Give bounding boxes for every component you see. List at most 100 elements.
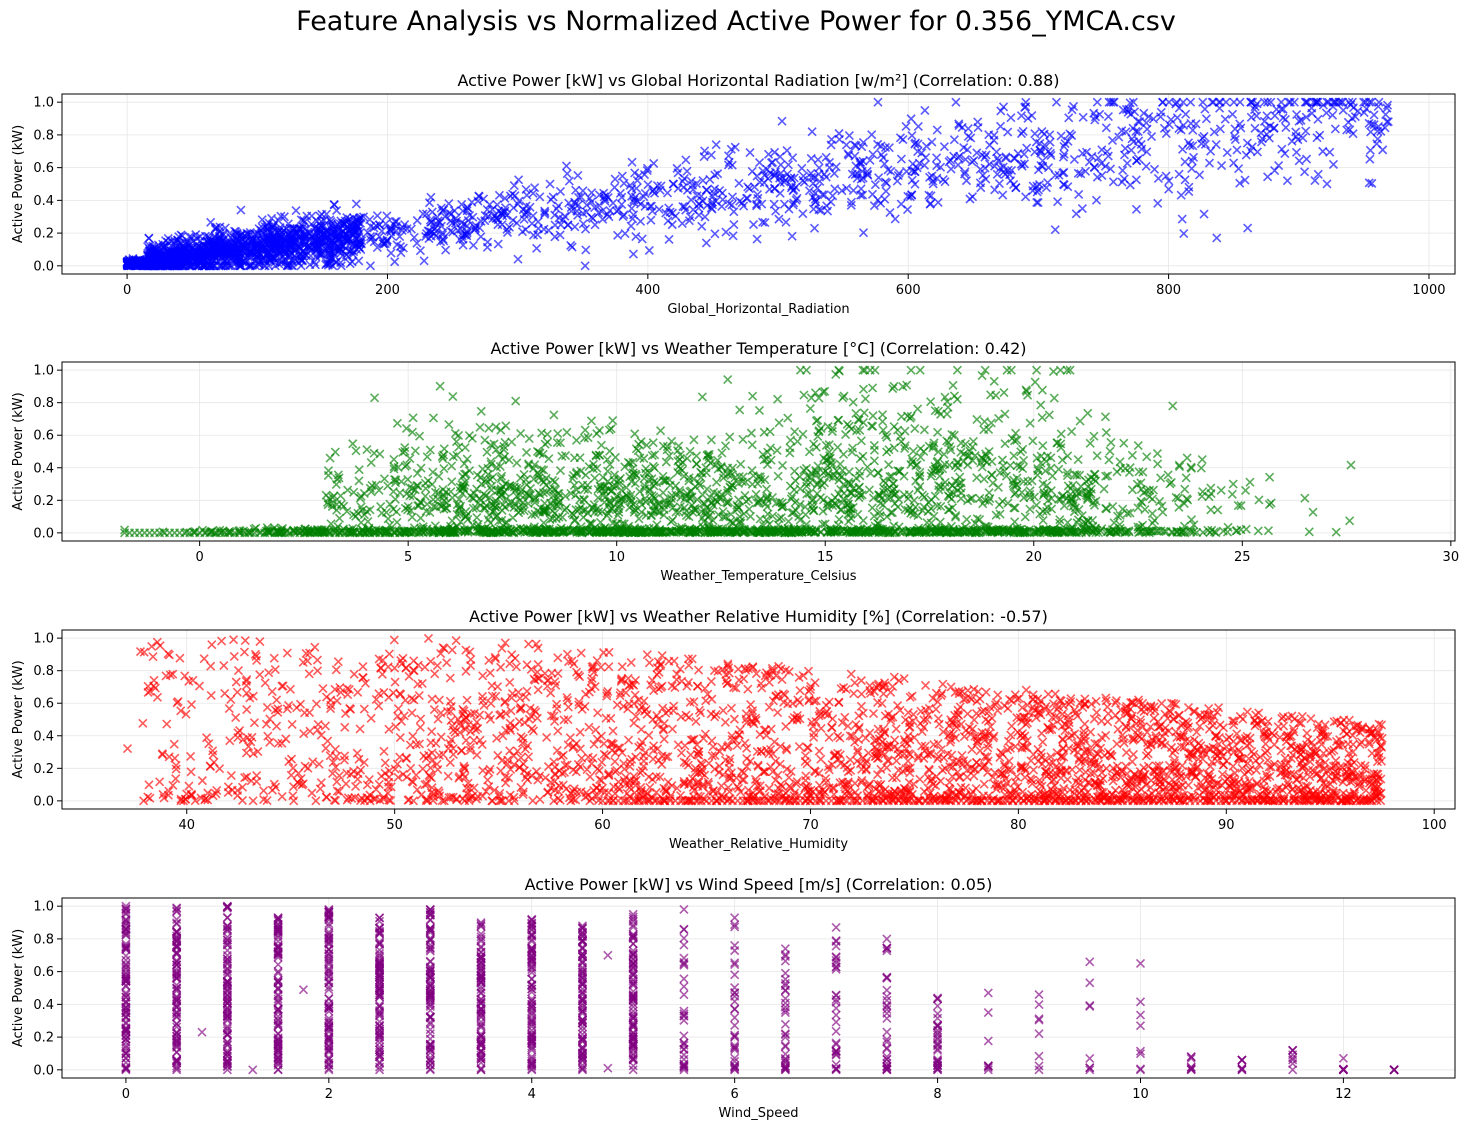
data-point [1050,170,1060,180]
data-point [773,471,783,481]
data-point [846,197,856,207]
data-point [321,209,332,219]
data-point [1022,143,1032,153]
data-point [1206,505,1216,515]
data-point [500,193,510,203]
data-point [468,240,478,250]
data-point [1256,137,1267,147]
data-point [932,125,942,135]
data-point [1016,111,1027,121]
x-tick-label: 800 [1156,283,1181,298]
data-point [1032,197,1042,207]
data-point [774,214,784,224]
data-point [777,116,787,126]
data-point [1149,164,1160,174]
data-point [685,446,695,456]
data-point [587,188,597,198]
data-point [765,427,775,437]
data-point [933,197,943,208]
data-point [390,494,400,504]
data-point [332,205,342,216]
data-point [1101,123,1111,133]
data-point [1178,97,1188,107]
data-point [697,392,707,402]
data-point [951,97,961,107]
data-point [967,192,978,202]
data-point [1348,129,1358,139]
data-point [878,410,888,420]
data-point [858,228,869,238]
data-point [1212,233,1222,243]
data-point [1252,111,1262,121]
data-point [956,493,966,504]
data-point [992,169,1002,179]
data-point [1161,129,1171,139]
data-point [681,155,691,165]
data-point [1302,154,1312,164]
data-point [1142,124,1152,134]
data-point [550,210,560,220]
data-point [1327,110,1338,120]
data-point [921,141,931,151]
data-point [588,213,598,224]
data-point [1075,416,1085,426]
data-point [428,413,439,423]
y-axis-label: Active Power (kW) [11,125,26,243]
data-point [1083,408,1093,418]
data-point [999,388,1009,398]
data-point [811,442,821,452]
data-point [1152,448,1163,459]
data-point [463,203,473,213]
data-point [998,190,1008,200]
data-point [564,176,574,186]
data-point [792,436,803,446]
data-point [1037,385,1047,395]
data-point [1001,153,1011,163]
data-point [1281,123,1291,133]
data-point [996,106,1006,116]
y-tick-label: 0.8 [33,128,54,143]
data-point [751,489,761,499]
data-point [351,199,361,209]
data-point [1180,157,1190,167]
y-tick-label: 0.6 [33,161,54,176]
data-point [746,428,756,438]
data-point [723,374,733,385]
data-point [1064,113,1074,123]
data-point [1073,454,1083,465]
data-point [972,473,982,483]
data-point [1115,457,1125,467]
x-axis-label: Global_Horizontal_Radiation [667,302,849,317]
data-point [678,176,688,186]
data-point [412,215,422,226]
data-point [1252,147,1263,157]
data-point [1220,114,1230,124]
data-point [911,476,921,486]
data-point [511,396,521,406]
data-point [725,432,735,442]
data-point [867,503,877,513]
data-point [496,425,506,435]
data-point [1265,472,1275,482]
data-point [1176,190,1186,200]
data-point [717,201,727,212]
data-point [1117,177,1127,187]
data-point [868,411,878,421]
data-point [1186,463,1197,473]
data-point [979,425,989,435]
data-point [777,460,788,470]
data-point [869,445,880,455]
data-point [807,127,817,137]
data-point [613,230,623,240]
data-point [797,163,807,173]
data-point [848,185,858,196]
data-point [410,446,420,456]
data-point [392,418,402,428]
data-point [697,221,707,231]
data-point [1053,197,1063,207]
data-point [441,245,451,255]
data-point [701,238,711,248]
data-point [1104,455,1114,465]
data-point [406,224,416,234]
